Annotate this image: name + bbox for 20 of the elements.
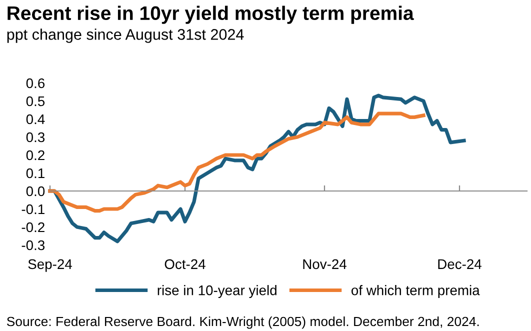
y-tick-label: 0.6	[26, 78, 45, 88]
line-series	[48, 112, 426, 213]
chart-subtitle: ppt change since August 31st 2024	[7, 28, 244, 43]
y-tick-label: -0.1	[22, 204, 44, 214]
x-tick-label: Oct-24	[164, 259, 206, 270]
x-tick-label: Nov-24	[303, 259, 346, 270]
legend-label: of which term premia	[352, 285, 480, 298]
chart-title: Recent rise in 10yr yield mostly term premia	[8, 6, 414, 24]
y-tick-label: 0.2	[26, 150, 44, 160]
y-tick-label: 0.0	[26, 186, 45, 196]
source-note: Source: Federal Reserve Board. Kim-Wright (2005) model. December 2nd, 2024.	[6, 316, 479, 329]
y-tick-label: 0.1	[26, 168, 44, 178]
y-tick-label: -0.3	[22, 240, 45, 250]
legend-label: rise in 10-year yield	[158, 285, 276, 298]
y-tick-label: -0.2	[22, 222, 44, 232]
y-tick-label: 0.5	[26, 96, 45, 106]
x-tick-label: Dec-24	[438, 259, 482, 270]
y-tick-label: 0.4	[26, 114, 45, 124]
x-tick-label: Sep-24	[28, 259, 72, 272]
y-tick-label: 0.3	[26, 132, 45, 142]
